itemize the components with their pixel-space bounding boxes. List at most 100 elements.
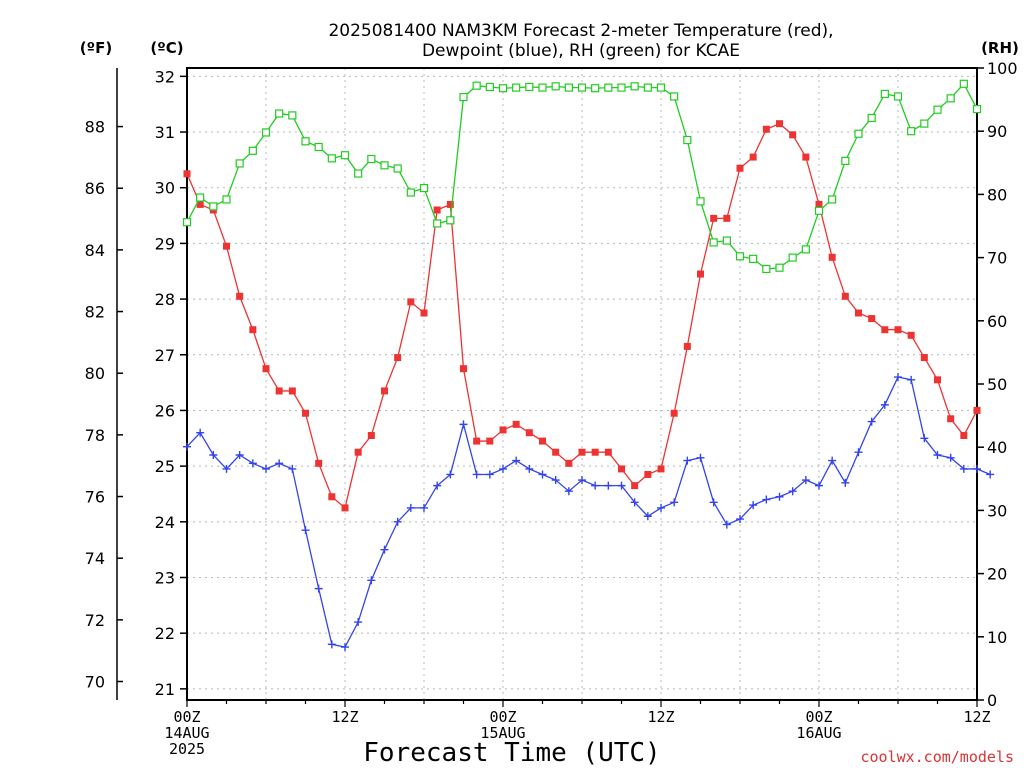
rh-point (854, 129, 863, 138)
dewpoint-point (222, 464, 231, 473)
rh-tick-label: 20 (987, 565, 1007, 584)
dewpoint-point (670, 498, 679, 507)
rh-tick-label: 100 (987, 59, 1018, 78)
rh-point (604, 83, 613, 92)
dewpoint-point (762, 495, 771, 504)
dewpoint-point (630, 498, 639, 507)
temperature-point (670, 409, 678, 417)
x-tick-label: 12Z (647, 708, 674, 726)
dewpoint-point (512, 456, 521, 465)
dewpoint-point (301, 526, 310, 535)
rh-tick-label: 60 (987, 312, 1007, 331)
temperature-point (697, 270, 704, 278)
x-tick-label: 15AUG (480, 724, 525, 742)
dewpoint-point (446, 470, 455, 479)
temperature-point (591, 448, 599, 456)
temperature-point (868, 315, 876, 323)
fahrenheit-tick-label: 72 (85, 611, 105, 630)
temperature-point (802, 153, 810, 161)
temperature-point (776, 120, 783, 128)
rh-tick-label: 40 (987, 438, 1007, 457)
temperature-point (341, 504, 349, 512)
rh-point (538, 83, 547, 92)
temperature-point (315, 459, 323, 467)
dewpoint-point (248, 459, 257, 468)
dewpoint-point (433, 481, 442, 490)
x-tick-label: 12Z (963, 708, 990, 726)
rh-point (498, 84, 508, 93)
temperature-point (907, 331, 915, 339)
temperature-point (381, 387, 388, 395)
rh-point (327, 154, 336, 163)
temperature-point (446, 200, 454, 208)
temperature-point (973, 406, 981, 414)
dewpoint-point (485, 470, 494, 479)
x-tick-label: 14AUG (164, 724, 209, 742)
temperature-point (460, 365, 467, 373)
rh-point (354, 169, 363, 178)
temperature-point (354, 448, 362, 456)
dewpoint-point (367, 576, 376, 585)
axes: 21 22 23 24 25 26 27 28 29 30 31 32 70 72 74 76 78 80 82 84… (85, 59, 1018, 710)
rh-point (406, 188, 415, 197)
dewpoint-point (696, 453, 705, 462)
temperature-point (657, 465, 665, 473)
dewpoint-point (341, 643, 349, 652)
rh-point (577, 83, 587, 92)
temperature-point (762, 125, 770, 133)
dewpoint-point (472, 470, 481, 479)
rh-point (512, 83, 521, 92)
fahrenheit-tick-label: 88 (85, 118, 105, 137)
fahrenheit-tick-label: 78 (85, 426, 105, 445)
dewpoint-point (775, 492, 784, 501)
temperature-point (420, 309, 428, 317)
dewpoint-point (815, 481, 823, 490)
rh-tick-label: 90 (987, 122, 1007, 141)
temperature-point (841, 292, 849, 300)
rh-point (696, 197, 705, 206)
rh-point (643, 83, 652, 92)
temperature-point (328, 493, 336, 501)
rh-point (393, 164, 402, 173)
temperature-point (525, 429, 533, 437)
celsius-tick-label: 26 (155, 401, 175, 420)
rh-point (485, 82, 494, 92)
temperature-point (552, 448, 560, 456)
x-tick-label: 00Z (489, 708, 516, 726)
rh-point (301, 137, 310, 146)
dewpoint-point (327, 640, 336, 649)
x-tick-label: 2025 (169, 740, 205, 758)
dewpoint-point (973, 464, 981, 473)
rh-point (933, 105, 942, 114)
temperature-point (644, 470, 652, 478)
dewpoint-point (880, 400, 889, 409)
celsius-tick-label: 27 (155, 346, 175, 365)
dewpoint-point (722, 520, 731, 529)
plot-frame (186, 67, 978, 701)
temperature-point (736, 164, 744, 172)
temperature-point (223, 242, 230, 250)
celsius-tick-label: 21 (155, 680, 175, 699)
rh-point (459, 92, 468, 102)
rh-point (841, 156, 850, 166)
dewpoint-point (499, 464, 507, 473)
celsius-tick-label: 24 (155, 513, 175, 532)
celsius-tick-label: 25 (155, 457, 175, 476)
celsius-axis-label: (ºC) (150, 39, 183, 57)
fahrenheit-tick-label: 70 (85, 673, 105, 692)
rh-point (261, 128, 271, 137)
dewpoint-point (920, 434, 929, 443)
rh-point (762, 264, 771, 274)
dewpoint-point (894, 373, 902, 382)
rh-point (893, 92, 903, 101)
temperature-point (565, 459, 573, 467)
temperature-point (960, 432, 968, 440)
rh-tick-label: 50 (987, 375, 1007, 394)
series-rh (182, 79, 982, 274)
series-dewpoint (183, 373, 995, 652)
rh-point (946, 94, 955, 103)
dewpoint-point (959, 464, 968, 473)
dewpoint-point (749, 501, 758, 510)
rh-point (525, 82, 534, 92)
